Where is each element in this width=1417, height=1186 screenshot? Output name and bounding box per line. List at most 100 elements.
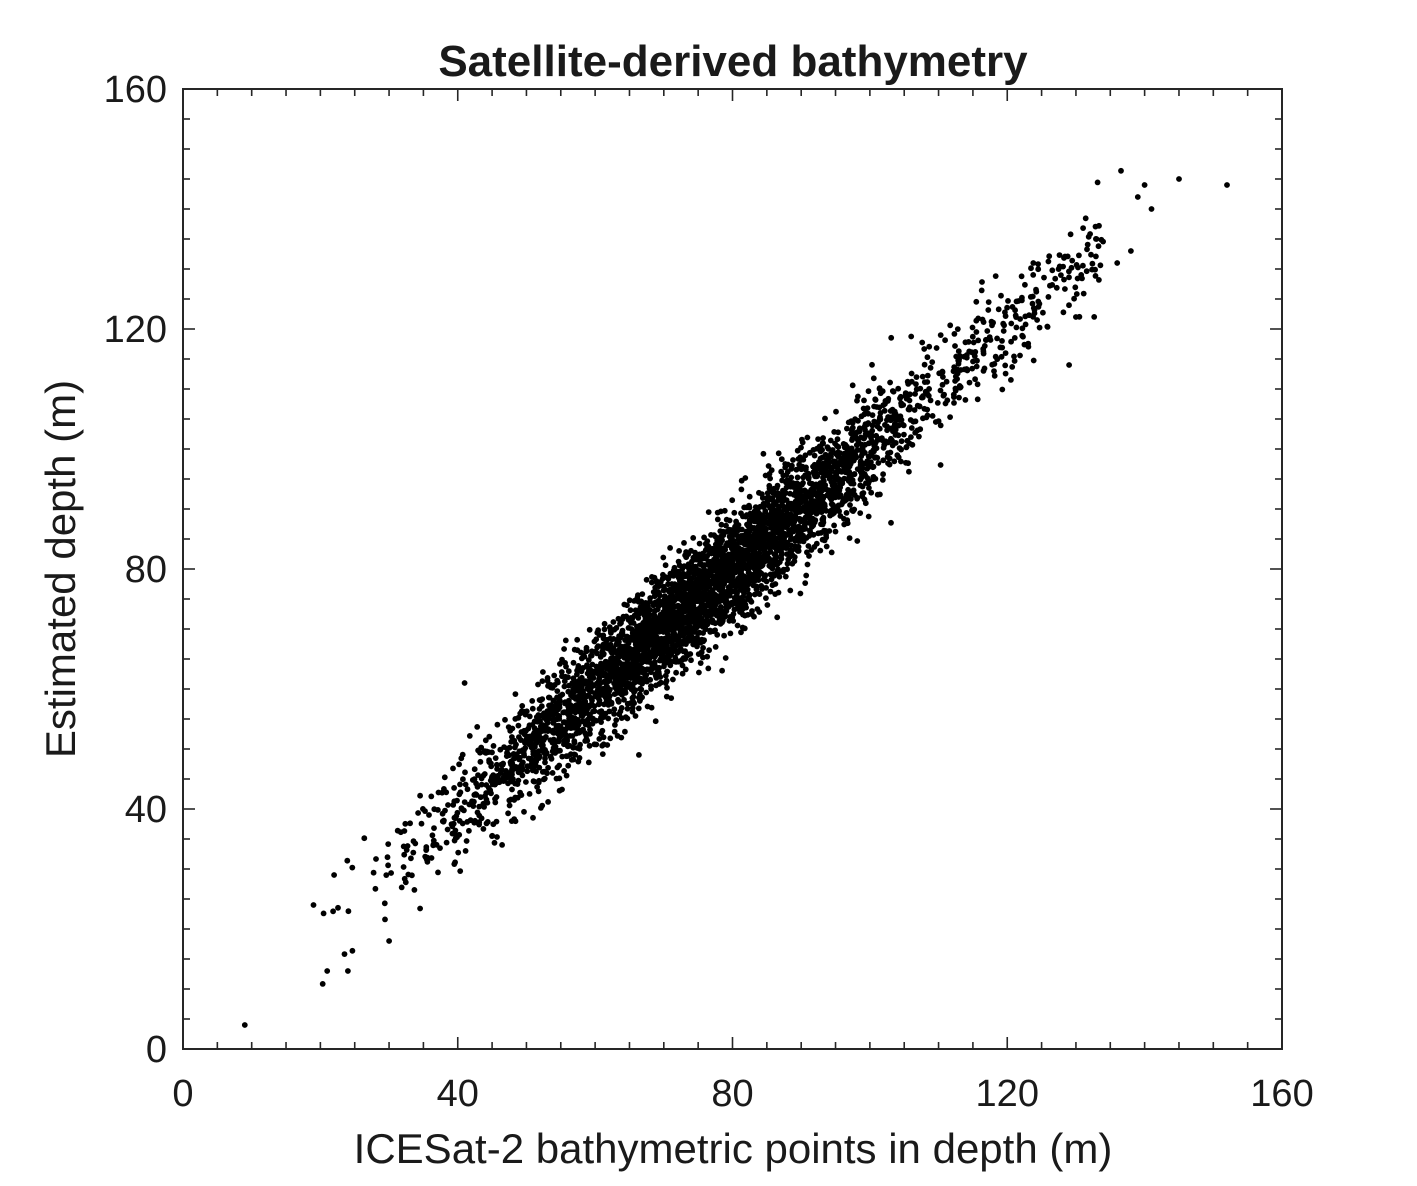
data-point [1000,328,1007,334]
data-point [697,660,704,666]
data-point [668,695,675,701]
data-point [848,418,855,424]
data-point [714,631,721,638]
data-point [477,758,484,765]
data-point [707,547,713,553]
data-point [734,566,741,573]
data-point [973,363,980,370]
data-point [704,653,711,660]
data-point [810,490,817,497]
data-point [767,558,774,565]
data-point [542,759,548,766]
data-point [512,691,519,697]
data-point [613,680,619,687]
data-point [627,671,634,678]
data-point [738,629,744,636]
data-point [472,817,478,824]
data-point [892,440,899,446]
data-point [700,638,707,645]
data-point [698,561,705,568]
data-point [618,620,624,626]
data-point [509,767,515,773]
data-point [798,488,805,494]
data-point [724,569,730,576]
data-point [752,538,759,545]
y-tick-label: 160 [104,69,167,111]
data-point [744,540,751,547]
data-point [675,642,682,648]
data-point [708,619,715,625]
data-point [887,408,894,414]
data-point [678,657,685,663]
data-point [919,339,926,346]
data-point [626,597,633,604]
data-point [675,603,682,610]
data-point [506,797,513,804]
data-point [646,612,653,619]
data-point [782,464,789,471]
data-point [917,426,924,433]
data-point [834,436,841,443]
data-point [792,537,798,544]
data-point [615,698,622,705]
data-point [483,782,490,788]
data-point [566,742,573,749]
data-point [780,472,787,479]
x-tick-label: 40 [437,1073,479,1115]
data-point [754,606,761,612]
data-point [776,573,783,580]
data-point [796,498,803,505]
data-point [456,761,462,768]
data-point [681,615,688,622]
data-point [660,599,667,606]
data-point [718,521,725,528]
data-point [921,405,928,412]
data-point [668,610,674,616]
data-point [1030,272,1037,278]
data-point [475,772,481,778]
data-point [537,718,543,725]
data-point [895,385,902,392]
data-point [486,733,493,740]
data-point [310,902,317,908]
data-point [477,749,483,756]
data-point [746,528,753,535]
data-point [523,727,529,734]
data-point [921,361,928,368]
data-point [811,508,817,515]
data-point [686,576,693,583]
data-point [508,818,515,824]
data-point [631,636,638,643]
data-point [787,587,794,594]
data-point [557,723,564,730]
data-point [611,728,618,735]
data-point [647,649,653,655]
data-point [361,835,368,842]
data-point [823,534,830,541]
data-point [660,554,667,561]
data-point [1093,253,1099,260]
data-point [426,812,432,818]
data-point [621,601,628,608]
data-point [734,590,740,597]
data-point [678,620,685,627]
data-point [592,690,599,696]
data-point [688,547,694,554]
data-point [841,515,847,522]
data-point [969,365,976,372]
data-point [619,627,626,634]
data-point [570,719,577,726]
data-point [597,654,604,660]
data-point [874,437,881,443]
data-point [1040,309,1046,316]
data-point [570,675,577,682]
data-point [1001,322,1007,329]
data-point [718,545,725,551]
data-point [559,691,566,698]
data-point [714,516,721,523]
data-point [1074,275,1081,282]
data-point [813,467,819,474]
data-point [676,595,682,602]
data-point [537,697,544,704]
data-point [601,626,608,633]
